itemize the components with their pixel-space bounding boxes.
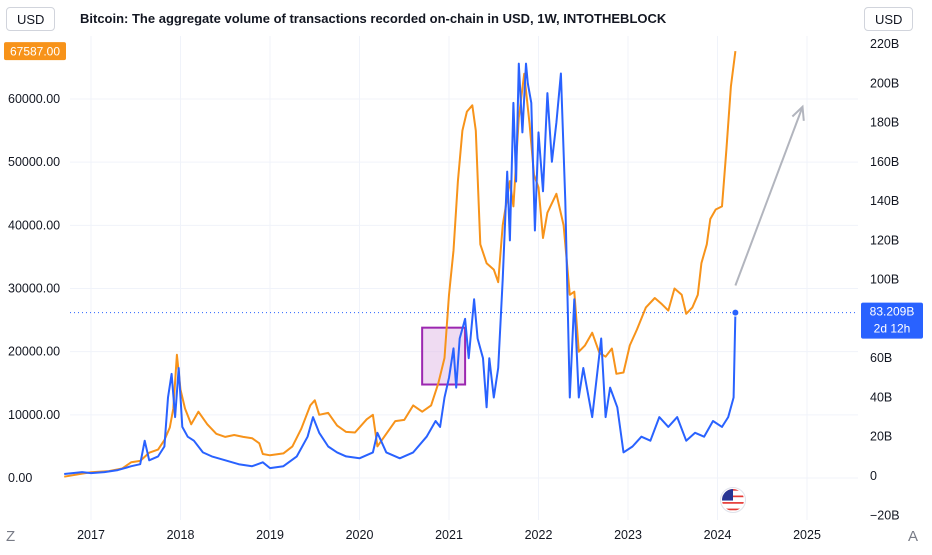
flag-canton (722, 489, 733, 501)
grid (70, 36, 858, 520)
right-axis-tick-label: 60B (870, 351, 892, 365)
time-tick-label: 2021 (435, 528, 463, 542)
right-axis-tick-label: 180B (870, 116, 899, 130)
countdown-label: 2d 12h (874, 322, 911, 336)
time-axis: 2017 2018 2019 2020 2021 2022 2023 2024 2025 (77, 528, 821, 542)
flag-stripe (722, 515, 744, 517)
right-axis: −20B020B40B60B80B100B120B140B160B180B200… (870, 37, 900, 522)
us-flag-icon[interactable] (720, 487, 746, 530)
right-axis-tick-label: 160B (870, 155, 899, 169)
price-line (64, 50, 737, 478)
left-axis-tick-label: 50000.00 (8, 155, 60, 169)
flag-stripe (722, 502, 744, 504)
left-axis-tick-label: 60000.00 (8, 92, 60, 106)
time-tick-label: 2017 (77, 528, 105, 542)
flag-body (722, 489, 744, 524)
auto-scale-button[interactable]: A (908, 528, 919, 545)
right-axis-tick-label: 20B (870, 430, 892, 444)
right-axis-tick-label: 100B (870, 273, 899, 287)
left-axis-tick-label: 20000.00 (8, 345, 60, 359)
right-axis-tick-label: −20B (870, 508, 900, 522)
zoom-button[interactable]: Z (6, 528, 16, 545)
right-currency-button[interactable]: USD (864, 7, 914, 31)
right-axis-tick-label: 220B (870, 37, 899, 51)
left-axis-tick-label: 0.00 (8, 471, 32, 485)
left-axis-tick-label: 30000.00 (8, 282, 60, 296)
right-current-label: 83.209B (870, 305, 915, 319)
right-axis-tick-label: 200B (870, 76, 899, 90)
left-axis-tick-label: 10000.00 (8, 408, 60, 422)
time-tick-label: 2018 (167, 528, 195, 542)
time-tick-label: 2025 (793, 528, 821, 542)
right-axis-tick-label: 120B (870, 233, 899, 247)
time-tick-label: 2023 (614, 528, 642, 542)
time-tick-label: 2020 (346, 528, 374, 542)
time-tick-label: 2019 (256, 528, 284, 542)
flag-stripe (722, 508, 744, 511)
trend-arrow-line[interactable] (734, 106, 804, 286)
left-currency-button[interactable]: USD (6, 7, 56, 31)
series-lines (64, 50, 740, 478)
left-current-label: 67587.00 (10, 45, 60, 59)
chart-title: Bitcoin: The aggregate volume of transac… (80, 11, 667, 26)
left-current-badge (4, 42, 66, 61)
time-tick-label: 2022 (525, 528, 553, 542)
right-axis-tick-label: 0 (870, 469, 877, 483)
volume-last-point (731, 308, 740, 317)
flag-stripe (722, 522, 744, 524)
volume-line (64, 62, 737, 475)
time-tick-label: 2024 (704, 528, 732, 542)
right-axis-tick-label: 140B (870, 194, 899, 208)
left-axis-tick-label: 40000.00 (8, 218, 60, 232)
price-badges: 67587.00 83.209B 2d 12h (4, 42, 923, 339)
trend-arrow-head[interactable] (791, 104, 805, 121)
right-axis-tick-label: 40B (870, 390, 892, 404)
right-current-badge (861, 302, 923, 339)
left-axis: 0.00 10000.00 20000.00 30000.00 40000.00 5000… (8, 92, 60, 485)
